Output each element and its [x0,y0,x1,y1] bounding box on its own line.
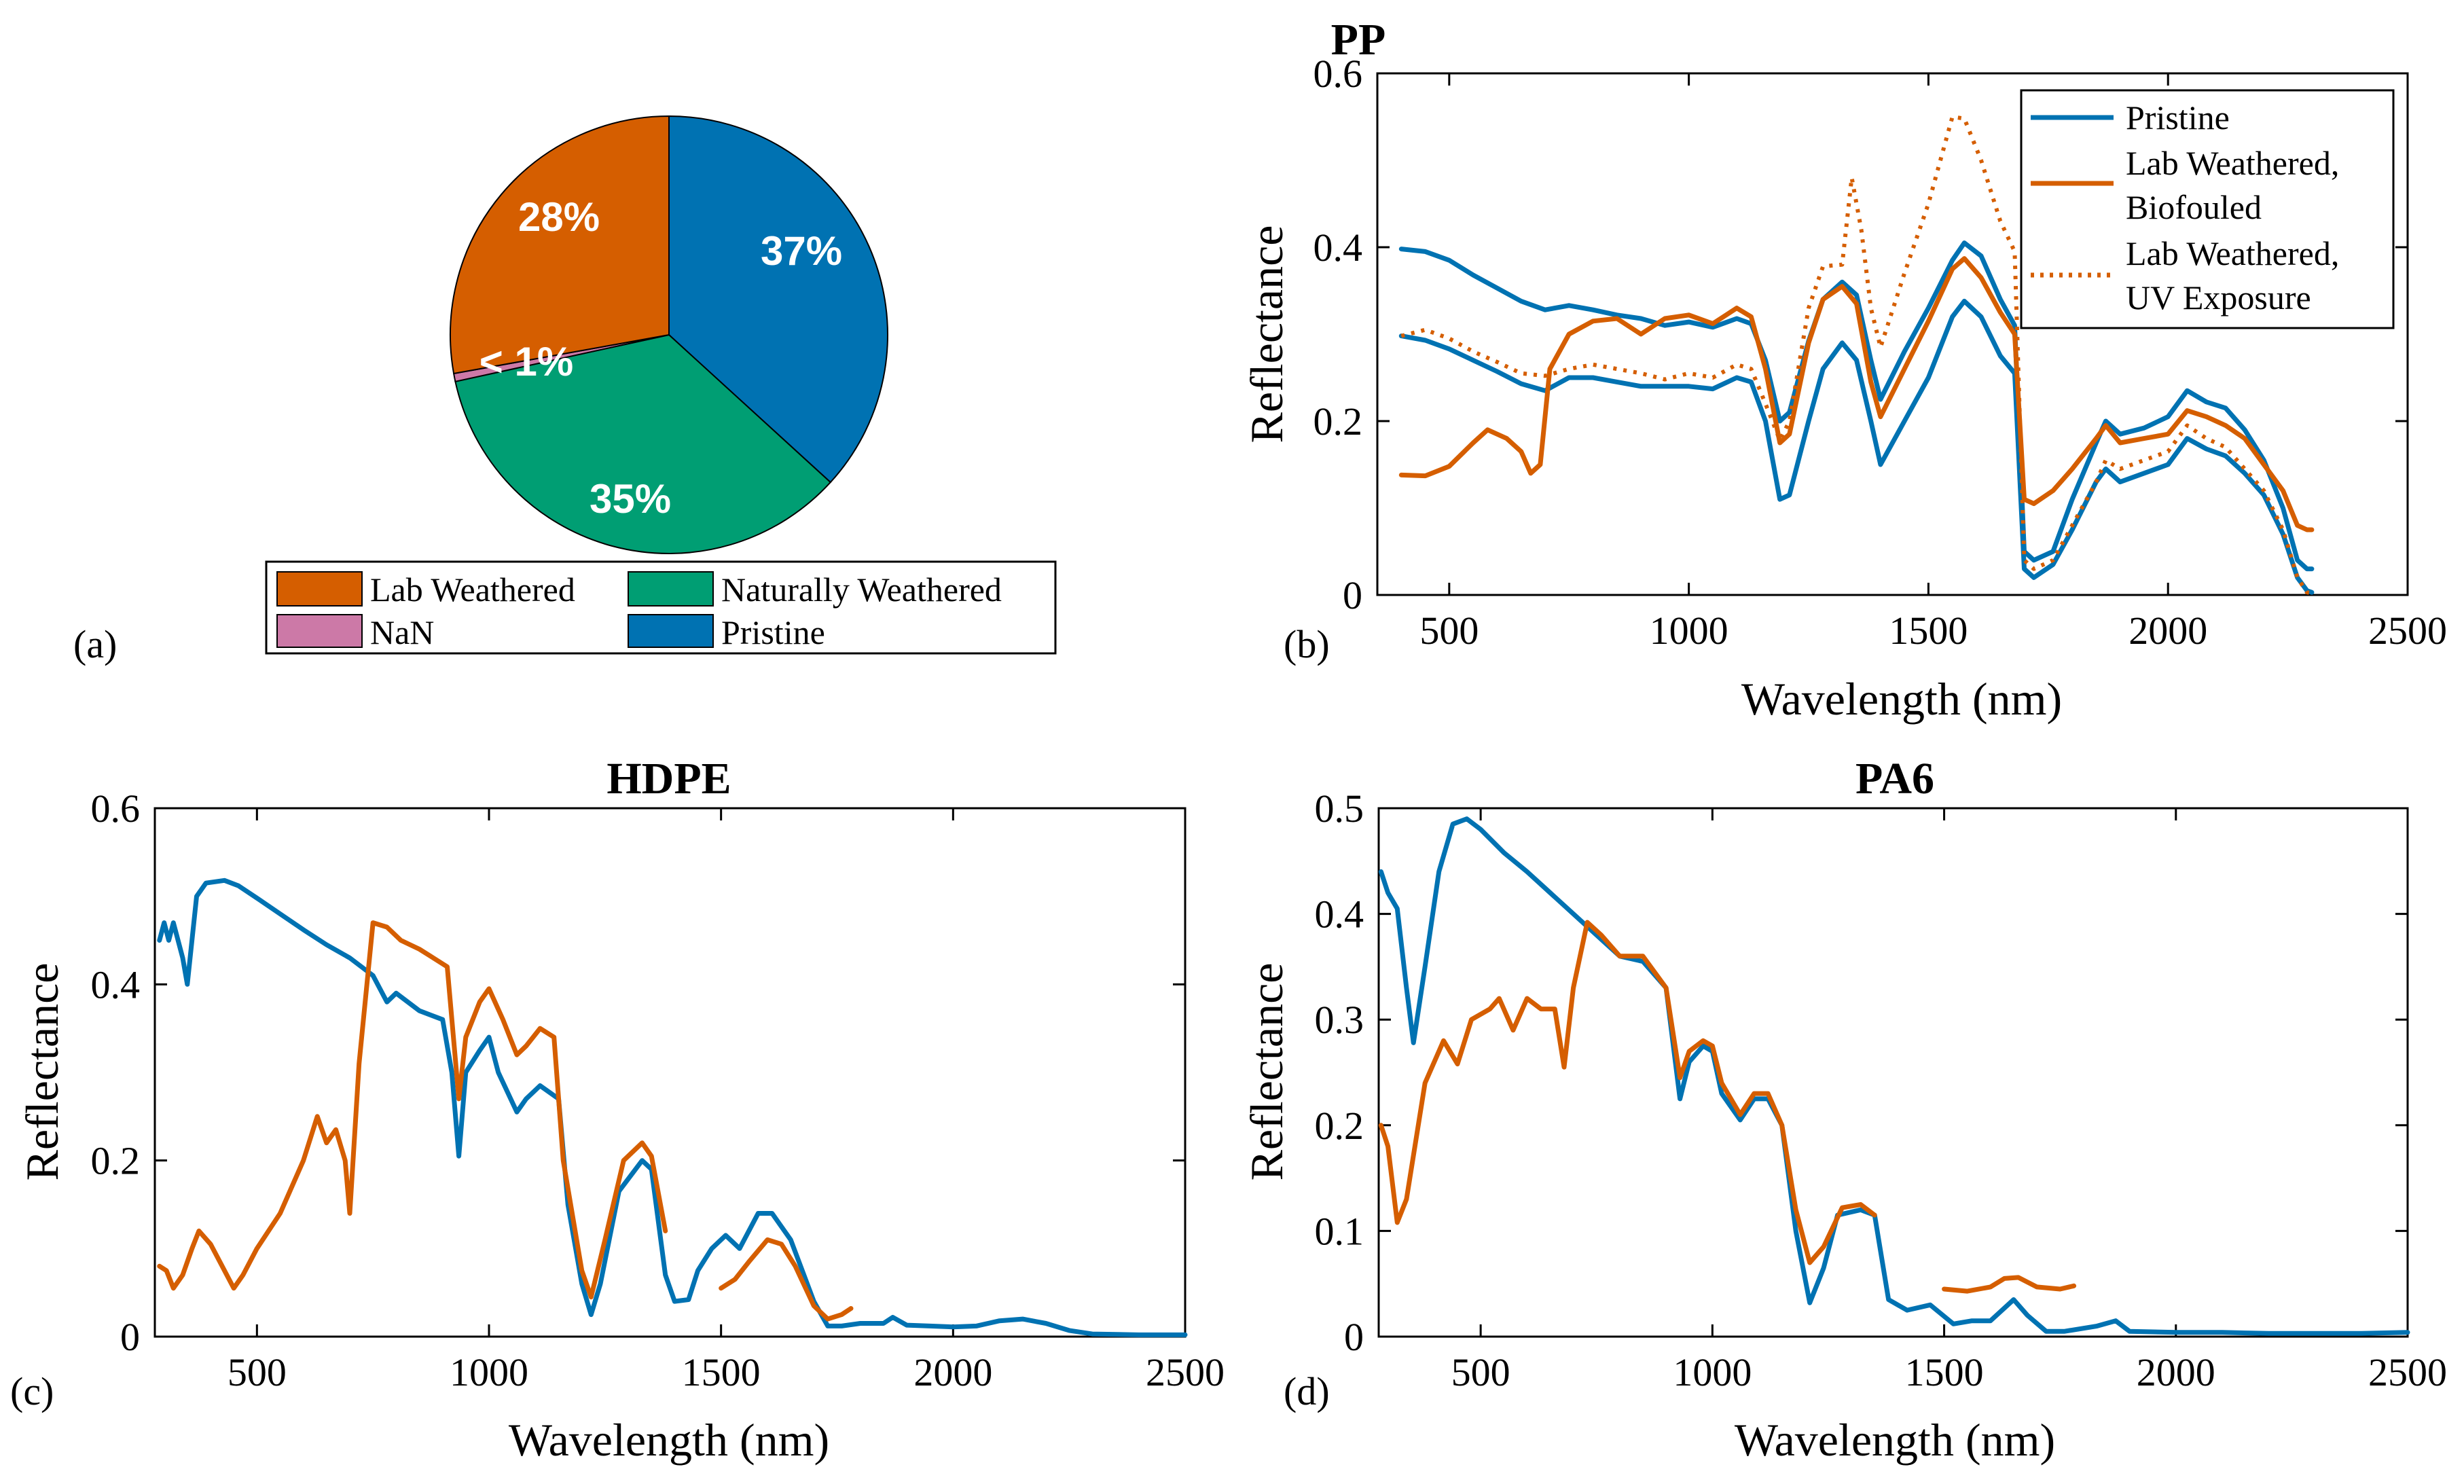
panel-d: PA6 500 1000 1500 2000 250000.10.20.30.40.5 … [1241,754,2447,1466]
x-tick-label: 500 [1451,1350,1510,1394]
panel-a: 28% 37% < 1% 35% Lab Weathered Naturally… [73,115,1057,666]
plot-frame-pa6 [1377,807,2409,1338]
y-tick-label: 0 [1343,573,1362,617]
panel-label-b: (b) [1284,622,1330,666]
legend-swatch-pristine [628,614,714,648]
chart-title-pa6: PA6 [1855,754,1934,803]
series-line-pristine [1398,298,2315,595]
y-tick-label: 0.6 [91,786,141,831]
panel-c: HDPE 500 1000 1500 2000 2500 0 0.2 0.4 0.6 Wavel… [10,754,1225,1466]
y-tick-label: 0.3 [1315,998,1364,1042]
pp-legend-label-uv-line2: UV Exposure [2126,278,2311,316]
y-tick-label: 0.5 [1315,786,1364,831]
y-tick-label: 0.4 [1313,225,1363,270]
pie-label-nan: < 1% [479,339,573,384]
x-tick-label: 2000 [2128,609,2207,653]
x-tick-label: 500 [228,1350,287,1394]
x-tick-label: 1000 [1673,1350,1752,1394]
pie-slice-naturally-weathered [454,333,832,555]
y-tick-label: 0.2 [1315,1104,1364,1148]
pp-legend-label-pristine: Pristine [2126,98,2230,137]
pie-label-naturally-weathered: 35% [590,476,671,522]
x-tick-label: 1500 [1905,1350,1984,1394]
y-axis-title-hdpe: Reflectance [16,963,68,1181]
pp-legend-label-biofouled-line2: Biofouled [2126,188,2262,226]
x-tick-label: 2000 [913,1350,992,1394]
ticks-pp: 500 1000 1500 2000 2500 0 0.2 0.4 0.6 [1313,52,2448,653]
series-line-lab-weathered-uv-exposure [1400,115,2313,596]
chart-title-hdpe: HDPE [606,754,731,803]
x-tick-label: 1000 [1650,609,1728,653]
y-tick-label: 0.4 [91,962,141,1007]
panel-label-c: (c) [10,1369,54,1413]
x-axis-title-hdpe: Wavelength (nm) [509,1414,829,1466]
panel-b: PP 500 1000 1500 2000 2500 0 0.2 0.4 0.6 Wavelen… [1241,15,2447,725]
ticks-hdpe: 500 1000 1500 2000 2500 0 0.2 0.4 0.6 [91,786,1225,1394]
y-axis-title-pp: Reflectance [1241,225,1292,444]
chart-title-pp: PP [1331,15,1386,65]
series-line-lab-weathered-biofouled [1398,256,2315,532]
legend-label-lab-weathered: Lab Weathered [370,571,575,609]
legend-label-naturally-weathered: Naturally Weathered [721,571,1002,609]
y-tick-label: 0.2 [1313,399,1363,444]
y-tick-label: 0.6 [1313,52,1363,96]
y-tick-label: 0 [120,1315,140,1359]
series-line-pristine [1378,816,2410,1336]
x-tick-label: 2500 [1146,1350,1225,1394]
plot-frame-pp [1376,72,2409,596]
y-tick-label: 0.2 [91,1139,141,1183]
x-tick-label: 1500 [1889,609,1968,653]
series-line-lab-weathered [1942,1275,2077,1294]
legend-label-pristine: Pristine [721,613,825,651]
legend-label-nan: NaN [370,613,434,651]
x-tick-label: 2500 [2368,1350,2447,1394]
x-tick-label: 500 [1419,609,1479,653]
pp-legend-label-biofouled-line1: Lab Weathered, [2126,144,2339,182]
pp-legend: Pristine Lab Weathered, Biofouled Lab We… [2020,89,2395,329]
y-axis-title-pa6: Reflectance [1241,963,1292,1181]
y-tick-label: 0.1 [1315,1209,1364,1253]
plot-frame-hdpe [153,807,1186,1338]
ticks-pa6: 500 1000 1500 2000 2500 0 0.1 0.2 0.3 0.4 0.5 [1315,786,2448,1394]
series-pa6 [1378,816,2410,1336]
series-hdpe [157,877,1188,1337]
y-tick-label: 0.4 [1315,892,1364,937]
x-tick-label: 1500 [682,1350,761,1394]
pie-slice-lab-weathered [450,115,670,375]
series-line-pristine [157,877,1188,1337]
y-tick-label: 0 [1344,1315,1364,1359]
legend-swatch-naturally-weathered [628,571,714,607]
x-tick-label: 2500 [2368,609,2447,653]
pie-label-pristine: 37% [761,228,842,274]
series-line-lab-weathered [719,1237,854,1322]
panel-label-a: (a) [73,622,117,666]
pp-legend-label-uv-line1: Lab Weathered, [2126,234,2339,272]
legend-swatch-lab-weathered [276,571,363,607]
series-pp [1398,115,2315,596]
series-line-lab-weathered [157,920,668,1300]
pie-label-lab-weathered: 28% [518,194,600,240]
pie-slices [450,115,888,555]
x-axis-title-pp: Wavelength (nm) [1741,673,2062,725]
x-tick-label: 1000 [450,1350,528,1394]
x-tick-label: 2000 [2137,1350,2215,1394]
legend-swatch-nan [276,614,363,648]
pp-legend-box [2020,89,2395,329]
series-line-pristine [1398,240,2315,572]
pie-slice-pristine [668,115,888,484]
series-line-lab-weathered [1378,920,1877,1265]
panel-label-d: (d) [1284,1369,1330,1413]
pie-legend: Lab Weathered Naturally Weathered NaN Pr… [265,560,1057,655]
x-axis-title-pa6: Wavelength (nm) [1735,1414,2055,1466]
